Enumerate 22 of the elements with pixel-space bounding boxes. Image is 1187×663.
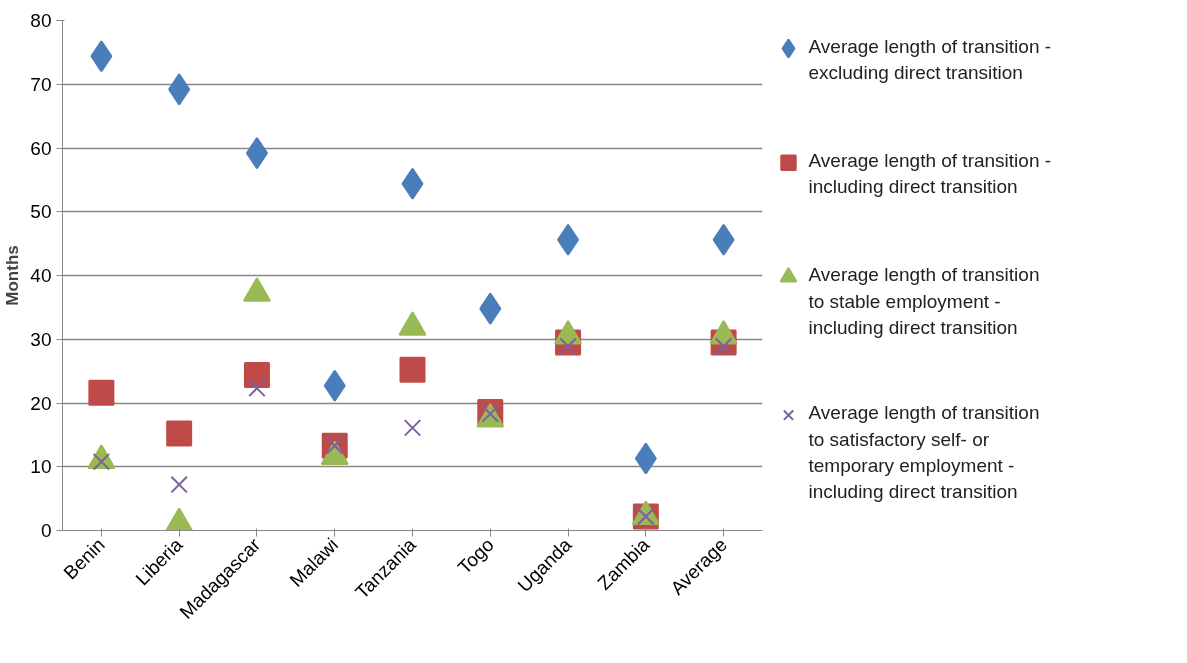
y-tick-label: 50 bbox=[30, 201, 52, 223]
legend-label: Average length of transition - excluding direct transition bbox=[808, 35, 1052, 84]
point bbox=[88, 379, 115, 406]
x-tick-label: Togo bbox=[453, 534, 498, 579]
point bbox=[166, 420, 193, 447]
y-tick-label: 20 bbox=[30, 392, 52, 414]
point bbox=[243, 361, 270, 388]
y-tick-label: 40 bbox=[30, 265, 52, 286]
point bbox=[170, 475, 188, 494]
y-tick-label: 80 bbox=[30, 10, 52, 31]
point bbox=[399, 356, 426, 383]
y-tick-label: 30 bbox=[30, 328, 52, 350]
point bbox=[403, 419, 422, 437]
y-tick-label: 10 bbox=[30, 456, 52, 478]
y-axis-title: Months bbox=[3, 245, 23, 306]
y-tick-label: 70 bbox=[30, 73, 52, 95]
legend-label: Average length of transition to satisfactory self- or temporary employment - including direct transition bbox=[808, 402, 1040, 503]
legend-label: Average length of transition - including direct transition bbox=[808, 150, 1052, 198]
legend-label: Average length of transition to stable employment - including direct transition bbox=[808, 264, 1040, 338]
point bbox=[248, 379, 266, 398]
y-tick-label: 0 bbox=[40, 520, 52, 541]
y-tick-label: 60 bbox=[30, 137, 52, 159]
